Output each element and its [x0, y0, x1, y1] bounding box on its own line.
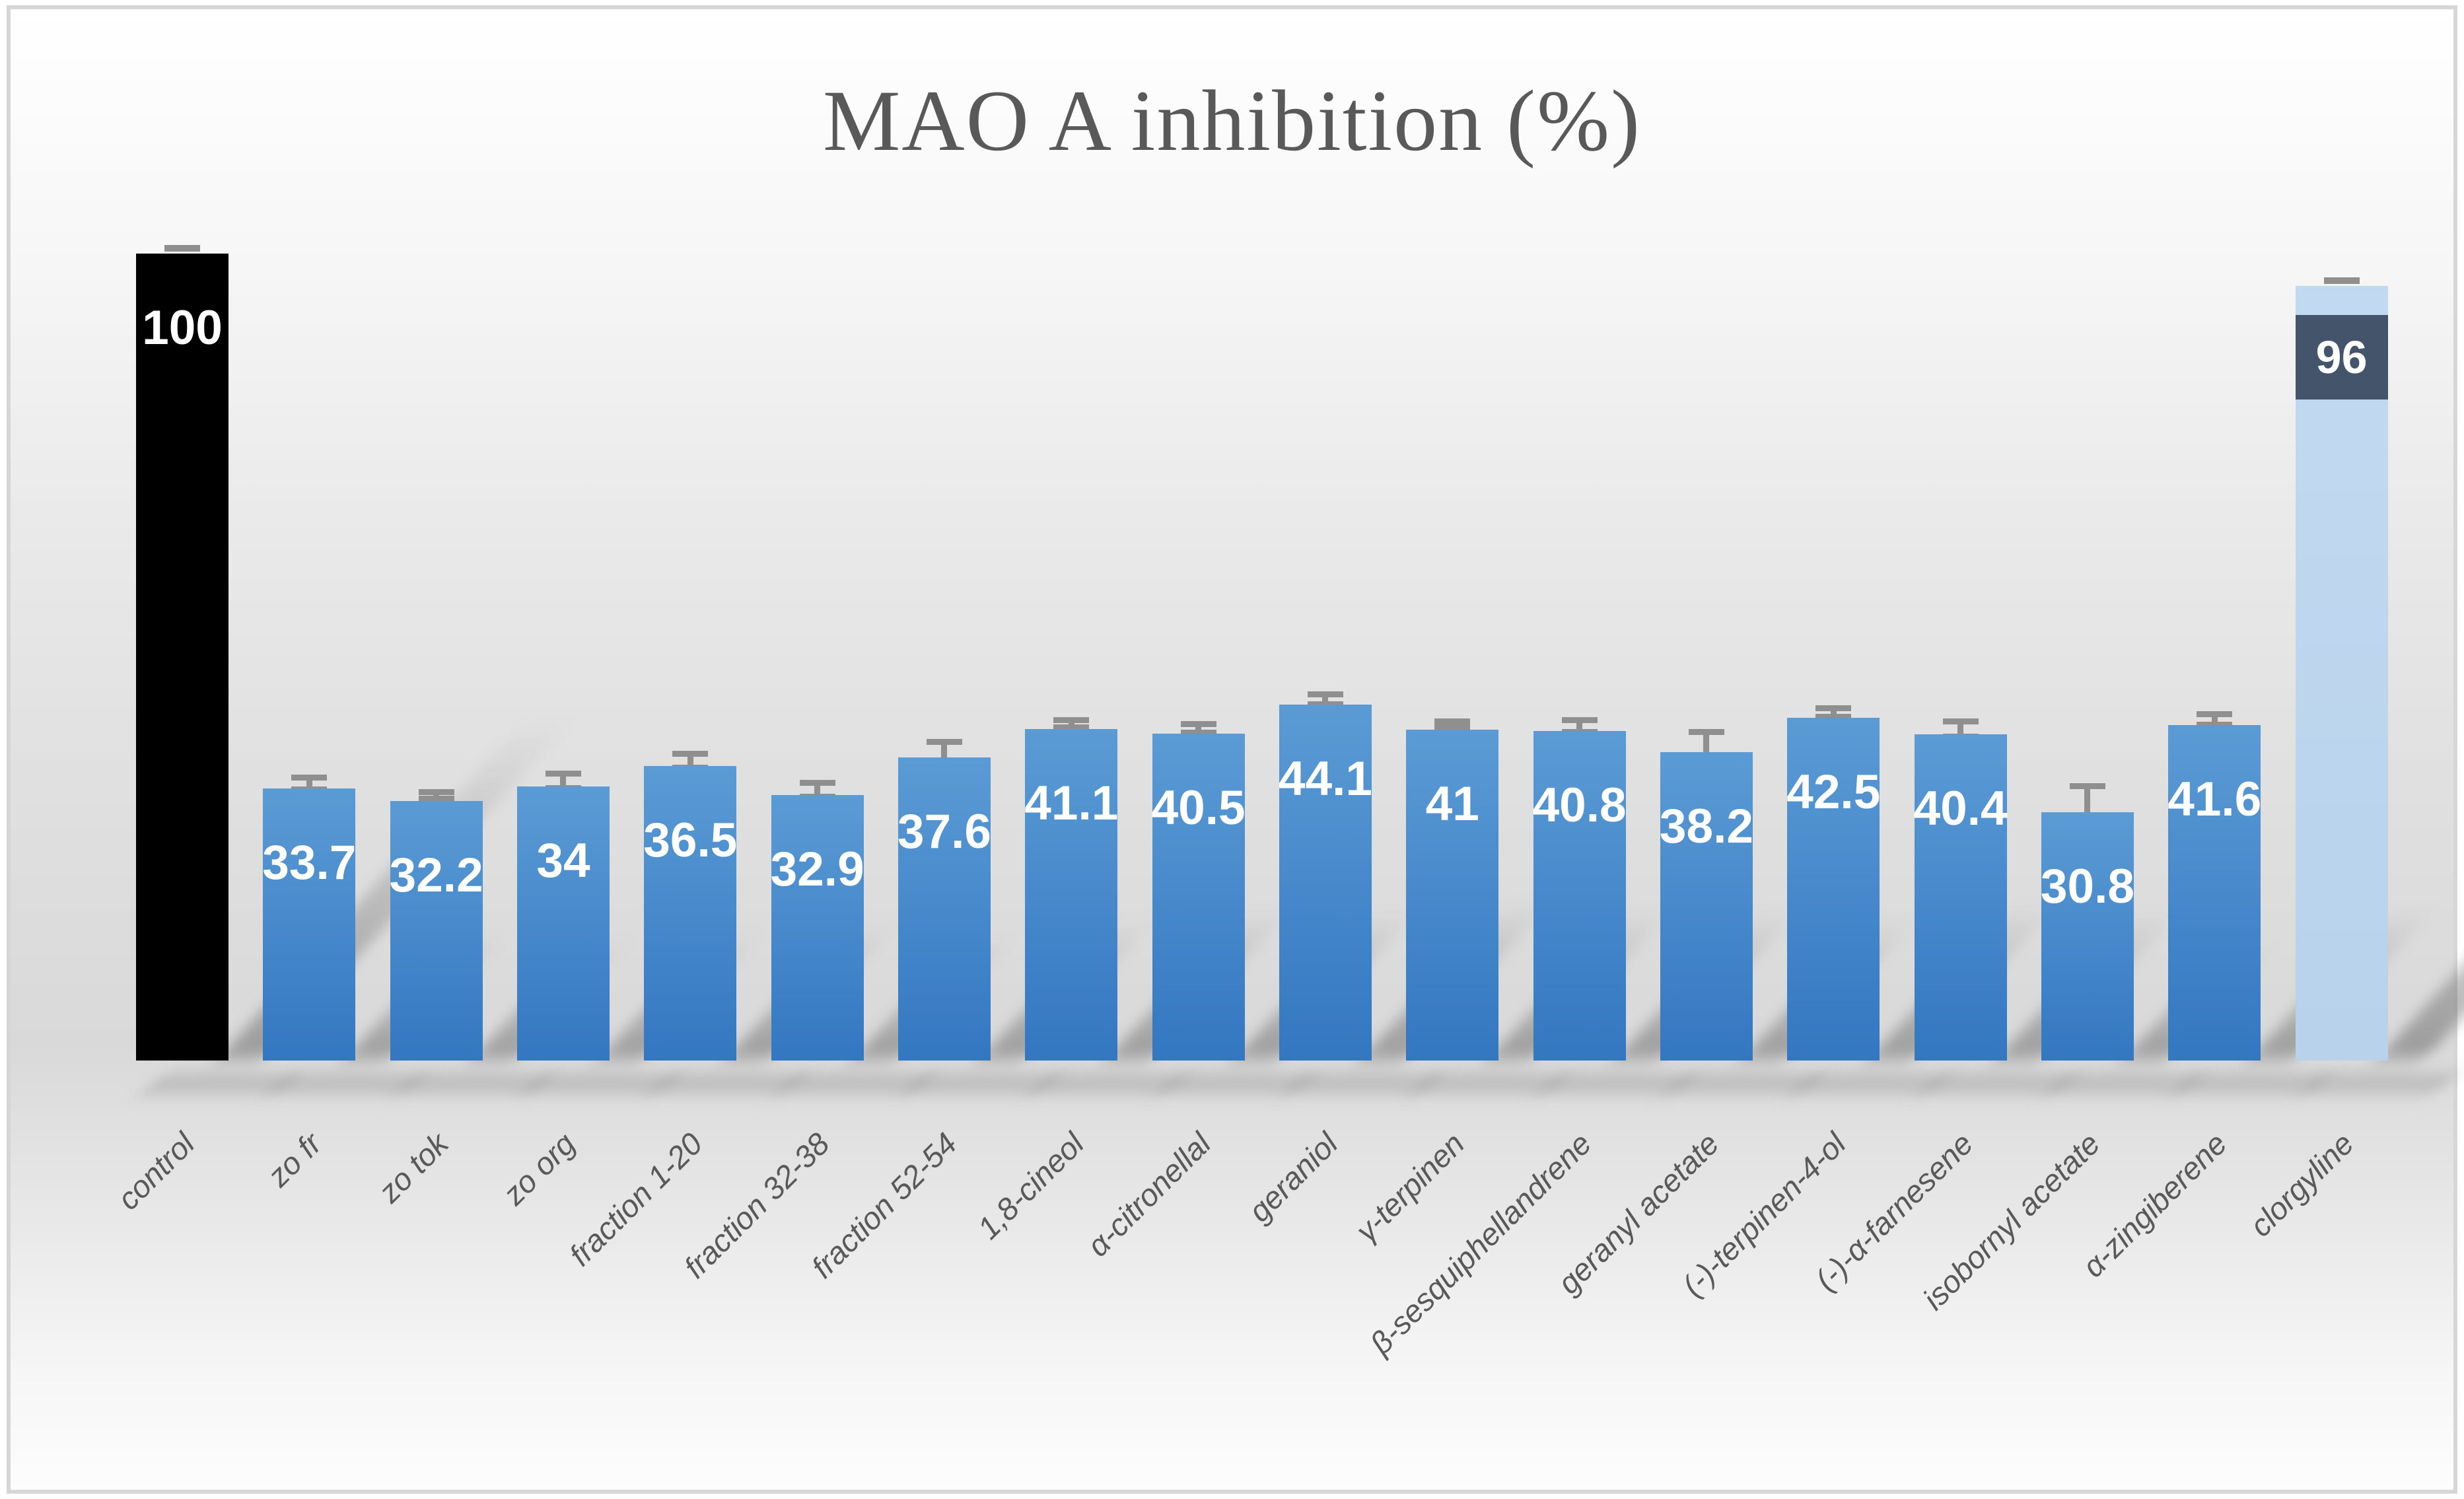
error-bar-line: [1068, 717, 1074, 730]
bar-value-label: 42.5: [1786, 765, 1881, 819]
bar-value-label: 32.9: [770, 842, 864, 896]
x-axis-label: geraniol: [1241, 1125, 1345, 1229]
error-bar-line: [1195, 721, 1202, 736]
error-bar-cap: [1434, 724, 1471, 730]
bar-value-label: 96: [2295, 314, 2388, 400]
bar-value-label: 41.1: [1024, 776, 1119, 830]
bar: [1914, 734, 2007, 1061]
bar: [1152, 734, 1245, 1061]
error-bar-cap: [164, 244, 200, 251]
error-bar-line: [941, 739, 948, 765]
bar-value-label: 41: [1425, 777, 1479, 831]
bar-value-label: 40.5: [1151, 781, 1246, 835]
error-bar: [1180, 721, 1216, 736]
bar-value-label: 33.7: [262, 836, 357, 890]
error-bar-line: [433, 788, 440, 802]
error-bar-line: [1576, 717, 1583, 735]
bar: [1279, 705, 1372, 1061]
error-bar: [1815, 705, 1852, 720]
bar: [263, 788, 356, 1061]
bar-value-label: 40.4: [1913, 782, 2008, 836]
x-axis-label: clorgyline: [2243, 1125, 2360, 1243]
bar: [1025, 728, 1118, 1061]
error-bar-line: [306, 774, 312, 792]
bar-shadows-layer: [11, 9, 2464, 1490]
bar: [1533, 731, 1626, 1061]
bar-value-label: 34: [536, 833, 590, 888]
error-bar-cap: [1307, 701, 1343, 708]
bar: [516, 786, 610, 1061]
bar: [136, 254, 229, 1061]
bar-value-label: 44.1: [1278, 752, 1373, 806]
bar: [2041, 812, 2134, 1061]
error-bar-line: [1322, 691, 1329, 708]
error-bar-cap: [2323, 277, 2360, 284]
x-axis-label: β-sesquiphellandrene: [1363, 1125, 1598, 1361]
error-bar-line: [2211, 711, 2218, 728]
error-bar-line: [560, 770, 567, 792]
plot-area: 100 33.7 32.2 34 36.5 32.9 37.6 41.1 40.5 44.1 41 4…: [11, 9, 2453, 1490]
error-bar: [1307, 691, 1343, 708]
bar-value-label: 32.2: [389, 848, 483, 902]
error-bar-cap: [1815, 713, 1852, 720]
bar-value-label: 40.8: [1532, 779, 1627, 833]
error-bar-line: [1830, 705, 1837, 720]
bar-value-label: 36.5: [643, 813, 738, 867]
x-axis-label: zo tok: [371, 1125, 456, 1210]
error-bar-line: [1957, 718, 1964, 740]
bar: [898, 757, 991, 1061]
chart-frame: MAO A inhibition (%) 100 33.7 32.2 34 36.5 32…: [7, 5, 2464, 1494]
error-bar: [418, 788, 454, 802]
x-axis-label: γ-terpinen: [1349, 1125, 1471, 1249]
x-axis-label: zo fr: [260, 1125, 328, 1194]
chart-title: MAO A inhibition (%): [822, 72, 1642, 169]
error-bar-cap: [418, 796, 454, 802]
bar-value-label: 37.6: [897, 804, 992, 858]
bar: [1406, 729, 1499, 1061]
x-axis-labels: control zo fr zo tok zo org fraction 1-20 fra…: [11, 9, 2453, 1490]
bar-value-label: 38.2: [1659, 800, 1753, 854]
error-bar-line: [1703, 729, 1710, 765]
bar-value-label: 41.6: [2167, 772, 2262, 826]
bar: [390, 800, 483, 1061]
x-axis-label: control: [110, 1125, 201, 1217]
x-axis-label: zo org: [496, 1125, 582, 1212]
error-bar: [2197, 711, 2233, 728]
error-bar: [164, 244, 200, 252]
bar-value-label: 30.8: [2040, 859, 2134, 913]
error-bar-cap: [1053, 724, 1090, 730]
x-axis-label: 1,8-cineol: [970, 1125, 1090, 1246]
x-axis-label: fraction 1-20: [562, 1125, 709, 1273]
x-axis-label: α-citronellal: [1080, 1125, 1217, 1263]
error-bar-cap: [1180, 730, 1216, 736]
bar: [771, 794, 864, 1061]
bar: [2168, 724, 2261, 1061]
error-bar-line: [2084, 783, 2091, 831]
bar: [1660, 752, 1753, 1061]
bar: [2295, 285, 2388, 1061]
error-bar-line: [814, 780, 821, 800]
bar-value-label: 100: [142, 301, 223, 355]
bar: [1787, 717, 1880, 1061]
error-bar-cap: [2197, 721, 2233, 728]
bar: [644, 765, 737, 1061]
error-bar: [2323, 277, 2360, 284]
error-bar: [1053, 717, 1090, 730]
error-bar-line: [687, 751, 693, 771]
error-bar: [1434, 718, 1471, 730]
